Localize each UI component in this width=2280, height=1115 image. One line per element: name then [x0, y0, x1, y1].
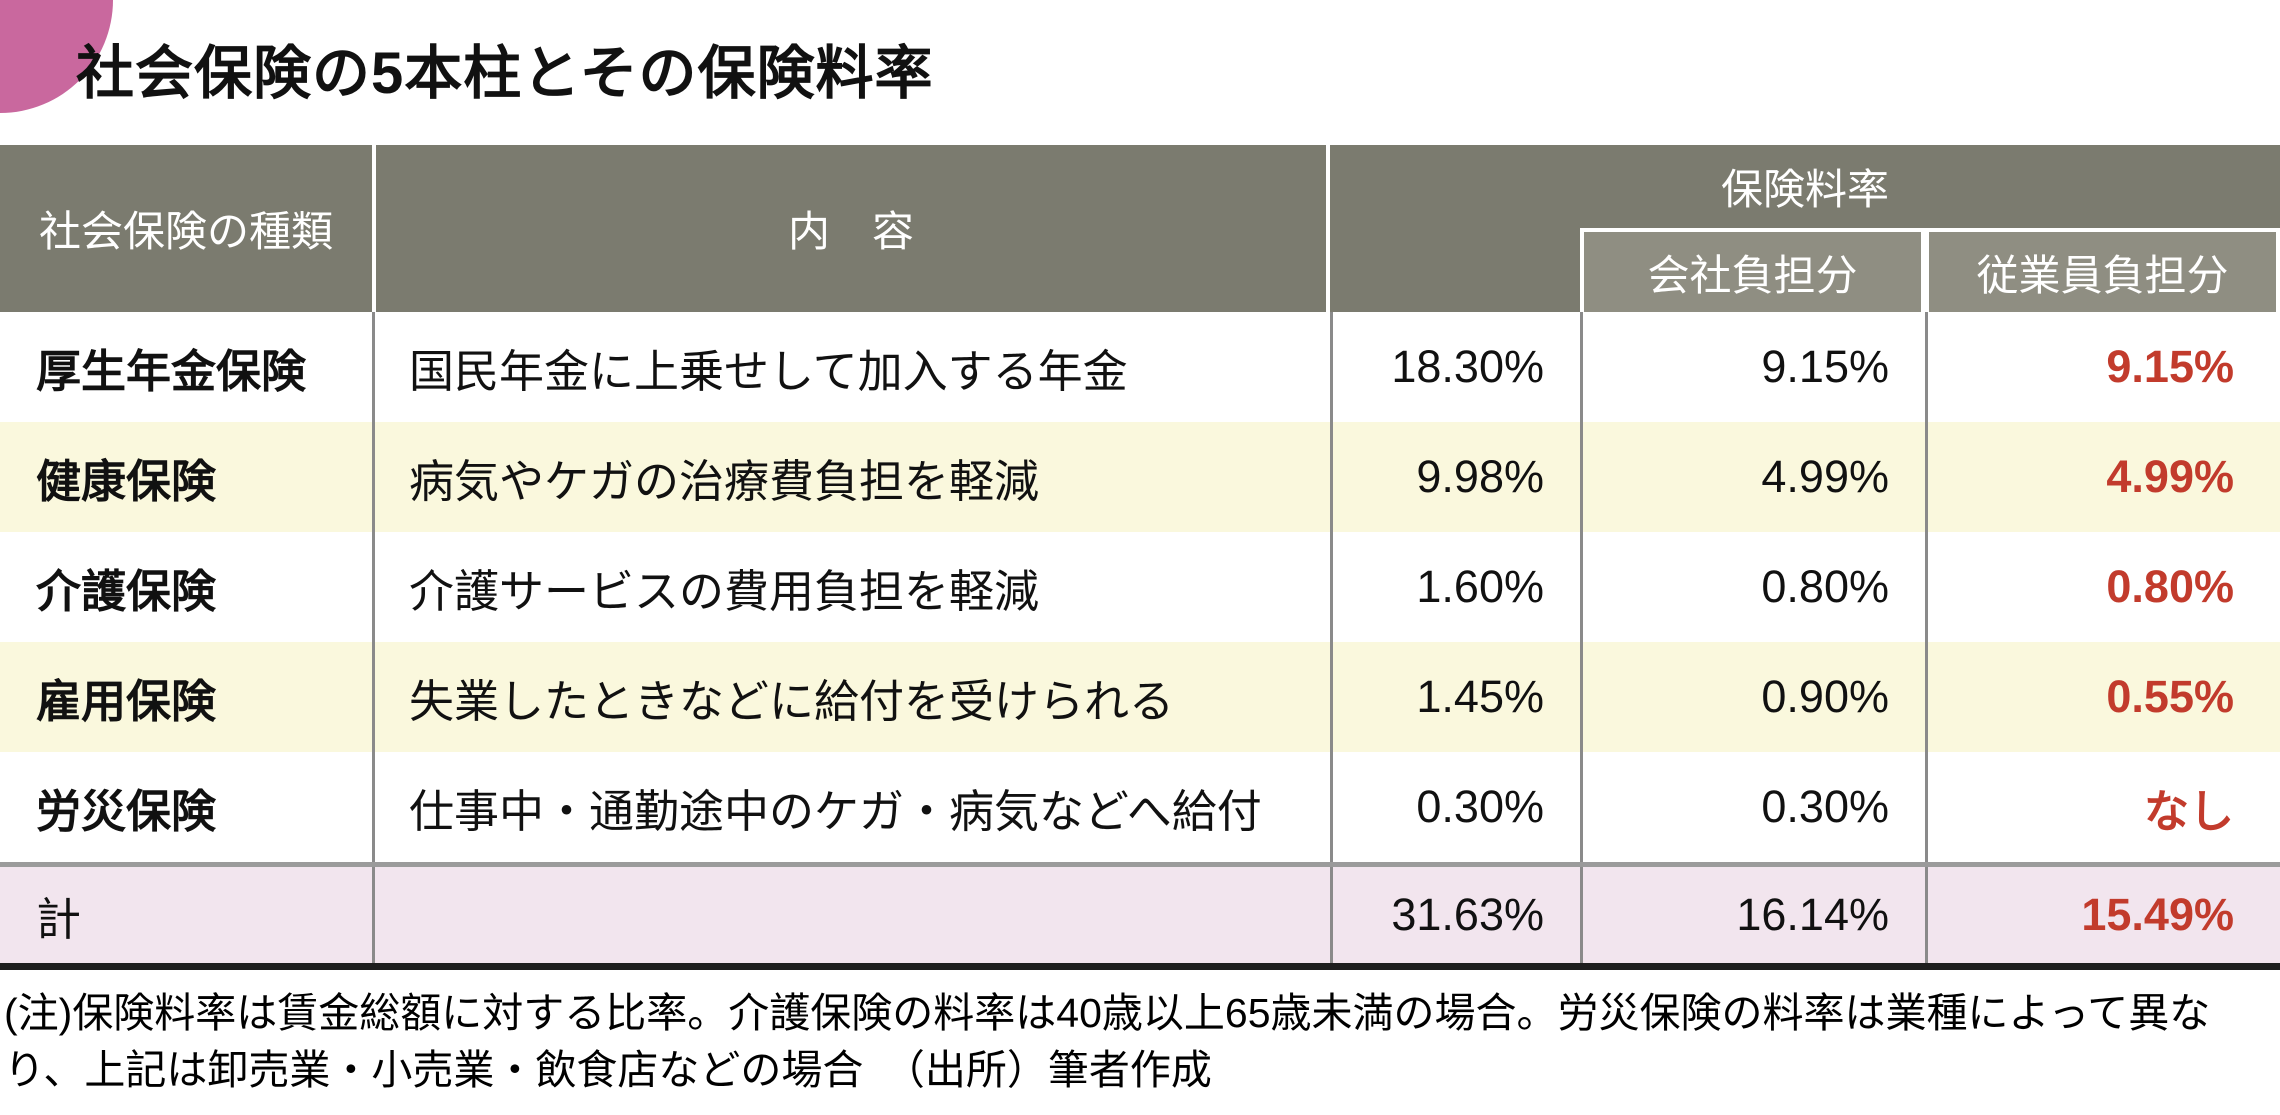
row-company-rate: 0.30% — [1580, 752, 1925, 862]
row-company-rate: 0.90% — [1580, 642, 1925, 752]
header-company-share: 会社負担分 — [1580, 228, 1925, 312]
total-employee-rate: 15.49% — [1925, 867, 2280, 963]
insurance-rate-table: 社会保険の種類 内 容 保険料率 会社負担分 従業員負担分 厚生年金保険 国民年… — [0, 145, 2280, 970]
header-rate-total-spacer — [1330, 228, 1580, 312]
row-description: 国民年金に上乗せして加入する年金 — [372, 312, 1330, 422]
row-insurance-type: 介護保険 — [36, 565, 217, 617]
row-description: 仕事中・通勤途中のケガ・病気などへ給付 — [372, 752, 1330, 862]
row-employee-rate: なし — [1925, 752, 2280, 862]
row-company-rate: 4.99% — [1580, 422, 1925, 532]
row-total-rate: 1.45% — [1330, 642, 1580, 752]
row-employee-rate: 0.55% — [1925, 642, 2280, 752]
table-header: 社会保険の種類 内 容 保険料率 会社負担分 従業員負担分 — [0, 145, 2280, 312]
total-total-rate: 31.63% — [1330, 867, 1580, 963]
header-rate-subrow: 会社負担分 従業員負担分 — [1330, 228, 2280, 312]
row-insurance-type: 雇用保険 — [36, 675, 217, 727]
header-rate-section: 保険料率 会社負担分 従業員負担分 — [1330, 145, 2280, 312]
source-note: (注)保険料率は賃金総額に対する比率。介護保険の料率は40歳以上65歳未満の場合… — [4, 990, 2211, 1093]
row-employee-rate: 4.99% — [1925, 422, 2280, 532]
row-total-rate: 9.98% — [1330, 422, 1580, 532]
row-employee-rate: 0.80% — [1925, 532, 2280, 642]
row-total-rate: 18.30% — [1330, 312, 1580, 422]
row-description: 介護サービスの費用負担を軽減 — [372, 532, 1330, 642]
table-row: 介護保険 介護サービスの費用負担を軽減 1.60% 0.80% 0.80% — [0, 532, 2280, 642]
total-label: 計 — [36, 893, 82, 945]
row-insurance-type: 健康保険 — [36, 455, 217, 507]
header-employee-share: 従業員負担分 — [1925, 228, 2280, 312]
table-row: 雇用保険 失業したときなどに給付を受けられる 1.45% 0.90% 0.55% — [0, 642, 2280, 752]
header-insurance-type: 社会保険の種類 — [38, 208, 333, 255]
row-employee-rate: 9.15% — [1925, 312, 2280, 422]
table-row: 労災保険 仕事中・通勤途中のケガ・病気などへ給付 0.30% 0.30% なし — [0, 752, 2280, 862]
total-description — [372, 867, 1330, 963]
header-rate-group: 保険料率 — [1720, 166, 1889, 213]
row-insurance-type: 労災保険 — [36, 785, 217, 837]
table-total-row: 計 31.63% 16.14% 15.49% — [0, 862, 2280, 970]
row-description: 病気やケガの治療費負担を軽減 — [372, 422, 1330, 532]
row-insurance-type: 厚生年金保険 — [36, 345, 307, 397]
table-row: 厚生年金保険 国民年金に上乗せして加入する年金 18.30% 9.15% 9.1… — [0, 312, 2280, 422]
table-row: 健康保険 病気やケガの治療費負担を軽減 9.98% 4.99% 4.99% — [0, 422, 2280, 532]
total-company-rate: 16.14% — [1580, 867, 1925, 963]
row-company-rate: 9.15% — [1580, 312, 1925, 422]
row-company-rate: 0.80% — [1580, 532, 1925, 642]
row-total-rate: 1.60% — [1330, 532, 1580, 642]
row-description: 失業したときなどに給付を受けられる — [372, 642, 1330, 752]
header-content: 内 容 — [372, 145, 1330, 312]
figure-title: 社会保険の5本柱とその保険料率 — [76, 41, 934, 106]
row-total-rate: 0.30% — [1330, 752, 1580, 862]
